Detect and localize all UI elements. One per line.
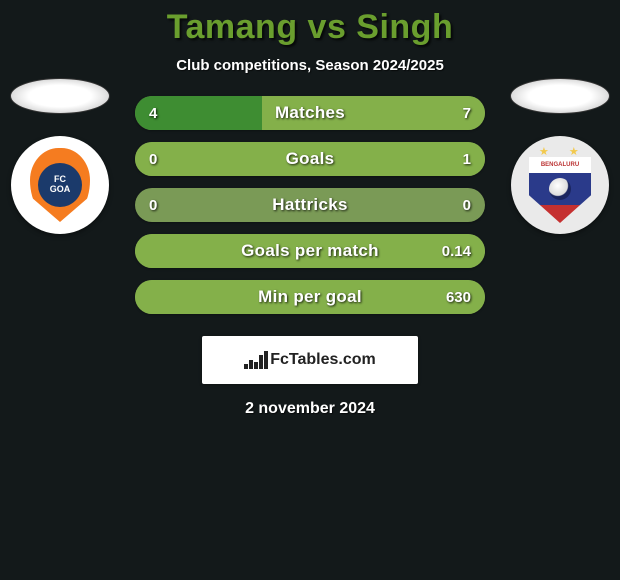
stat-label: Goals [135,142,485,176]
site-logo-text: FcTables.com [270,351,376,369]
page-subtitle: Club competitions, Season 2024/2025 [0,57,620,74]
chart-icon [244,351,266,369]
player-left-side: FC GOA [10,78,110,234]
club-left-badge: FC GOA [11,136,109,234]
stat-row: 47Matches [135,96,485,130]
site-logo: FcTables.com [202,336,418,384]
page-title: Tamang vs Singh [0,8,620,47]
stat-row: 0.14Goals per match [135,234,485,268]
stat-label: Goals per match [135,234,485,268]
stat-row: 00Hattricks [135,188,485,222]
player-right-side: ★★ BENGALURU [510,78,610,234]
player-right-avatar [510,78,610,114]
club-right-shield: ★★ BENGALURU [529,147,591,223]
club-left-inner: FC GOA [38,163,82,207]
stat-label: Matches [135,96,485,130]
club-right-bot [529,205,591,223]
club-left-text2: GOA [50,185,71,195]
stat-label: Min per goal [135,280,485,314]
club-right-top-banner: BENGALURU [529,157,591,173]
club-right-mid [529,173,591,205]
club-right-stars: ★★ [529,145,591,158]
stat-bars: 47Matches 01Goals 00Hattricks 0.14Goals per… [135,96,485,326]
club-left-shield: FC GOA [30,148,90,222]
club-right-badge: ★★ BENGALURU [511,136,609,234]
date-label: 2 november 2024 [0,400,620,418]
player-left-avatar [10,78,110,114]
stat-row: 630Min per goal [135,280,485,314]
club-right-shield-body: BENGALURU [529,157,591,223]
stat-label: Hattricks [135,188,485,222]
comparison-area: FC GOA 47Matches 01Goals 00Hattricks 0.14Go… [0,96,620,326]
football-icon [549,178,571,200]
stat-row: 01Goals [135,142,485,176]
